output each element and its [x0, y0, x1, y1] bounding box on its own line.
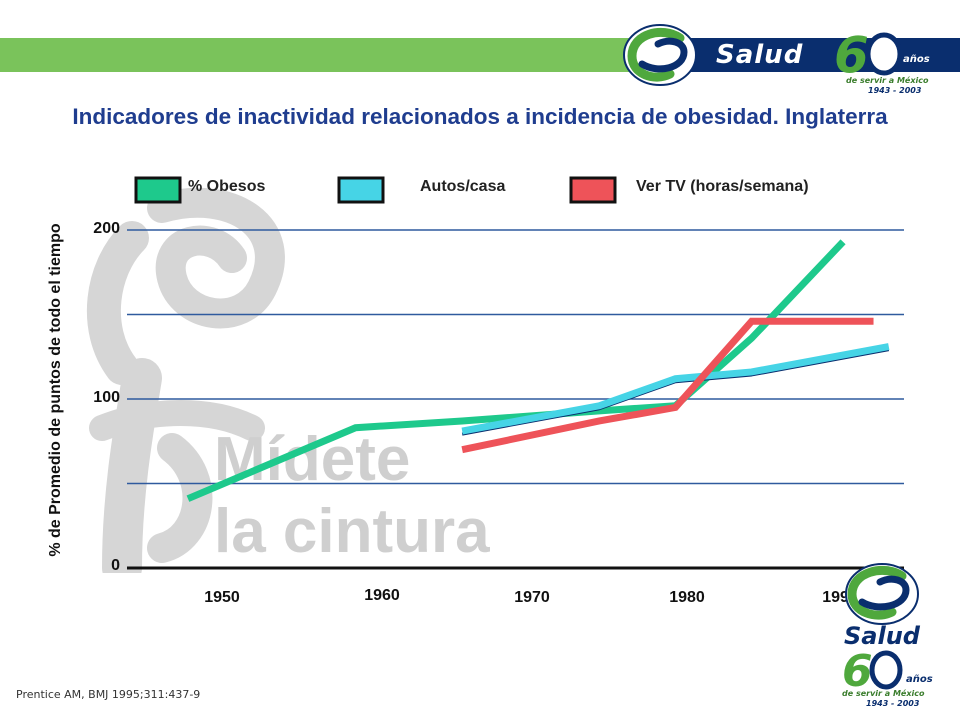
brand-name: Salud — [716, 40, 804, 70]
y-axis-label: % de Promedio de puntos de todo el tiemp… — [47, 223, 64, 557]
brand-subtitle: de servir a México — [846, 76, 929, 85]
x-tick-label-1960: 1960 — [364, 587, 400, 604]
y-tick-label-200: 200 — [93, 220, 120, 237]
logo2-years: 1943 - 2003 — [866, 699, 920, 708]
svg-text:6: 6 — [834, 28, 869, 76]
watermark-line2: la cintura — [214, 497, 490, 566]
legend-label-obesos: % Obesos — [188, 178, 266, 195]
logo2-anos: años — [906, 674, 933, 685]
legend-label-autos: Autos/casa — [420, 178, 506, 195]
legend-swatch-autos — [337, 176, 385, 204]
legend-swatch-tv — [569, 176, 617, 204]
source-citation: Prentice AM, BMJ 1995;311:437-9 — [16, 688, 201, 701]
brand-anos: años — [903, 54, 930, 65]
brand-years: 1943 - 2003 — [868, 86, 922, 95]
y-tick-label-100: 100 — [93, 389, 120, 406]
salud-swirl-logo-icon — [623, 24, 697, 86]
x-tick-label-1970: 1970 — [514, 589, 550, 606]
series-line-autos — [461, 343, 890, 435]
svg-text:6: 6 — [842, 646, 873, 697]
x-tick-label-1950: 1950 — [204, 589, 240, 606]
series-line-obesos — [186, 239, 846, 502]
legend-label-tv: Ver TV (horas/semana) — [636, 178, 809, 195]
logo2-subtitle: de servir a México — [842, 688, 925, 698]
sixty-years-emblem-icon: 6 — [834, 28, 903, 76]
x-tick-label-1980: 1980 — [669, 589, 705, 606]
salud-60-logo-icon: Salud 6 años de servir a México 1943 - 2… — [842, 563, 933, 708]
chart-title: Indicadores de inactividad relacionados … — [72, 104, 888, 129]
series-line-tv — [461, 317, 874, 454]
logo2-brand-name: Salud — [844, 622, 921, 650]
watermark-line1: Mídete — [214, 425, 411, 494]
header-brand-box — [690, 38, 960, 72]
y-tick-label-0: 0 — [111, 557, 120, 574]
legend-swatch-obesos — [134, 176, 182, 204]
